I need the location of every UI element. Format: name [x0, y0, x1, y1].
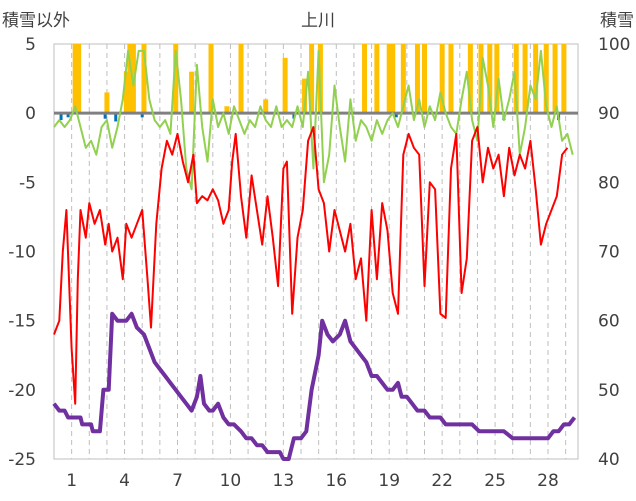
x-tick-label: 10: [220, 471, 242, 491]
light-precip-bar: [394, 113, 398, 118]
x-tick-label: 13: [273, 471, 295, 491]
temperature-line: [53, 126, 569, 405]
right-axis-label: 積雪: [600, 11, 634, 31]
chart-title: 上川: [301, 11, 335, 31]
left-axis-label: 積雪以外: [2, 11, 70, 31]
x-tick-label: 25: [484, 471, 506, 491]
precip-bar: [467, 44, 473, 114]
precip-bar: [76, 44, 82, 114]
left-tick-label: -15: [8, 312, 36, 332]
right-tick-label: 80: [598, 173, 620, 193]
precip-bar: [173, 44, 179, 114]
precip-bar: [374, 44, 380, 114]
light-precip-bar: [59, 113, 63, 121]
precip-bar: [127, 44, 133, 114]
precip-bar: [302, 78, 308, 114]
precip-bar: [224, 106, 230, 114]
light-precip-bar: [140, 113, 144, 118]
x-tick-label: 7: [172, 471, 183, 491]
left-tick-label: -10: [8, 243, 36, 263]
precip-bar: [513, 44, 519, 114]
x-tick-label: 1: [66, 471, 77, 491]
left-tick-labels: 5 0 -5 -10 -15 -20 -25: [8, 35, 36, 470]
precip-bar: [522, 44, 528, 114]
right-tick-label: 40: [598, 450, 620, 470]
precip-bar: [104, 92, 110, 114]
light-precip-bar: [114, 113, 118, 122]
precip-bar: [390, 44, 396, 114]
precip-bar: [72, 44, 78, 114]
right-tick-label: 50: [598, 381, 620, 401]
right-tick-labels: 100 90 80 70 60 50 40: [598, 35, 630, 470]
precip-bar: [386, 44, 392, 114]
precip-bar: [552, 44, 558, 114]
precip-bar: [439, 44, 445, 114]
precip-bar: [238, 44, 244, 114]
light-precip-bar: [103, 113, 107, 119]
x-tick-label: 22: [431, 471, 453, 491]
humidity-line: [53, 49, 574, 191]
x-tick-labels: 1 4 7 10 13 16 19 22 25 28: [66, 471, 559, 491]
left-tick-label: -25: [8, 450, 36, 470]
precip-bars: [72, 44, 567, 114]
precip-bar: [494, 44, 500, 114]
precip-bar: [400, 44, 406, 114]
series-lines: [52, 49, 577, 461]
precip-bar: [543, 44, 549, 114]
right-tick-label: 60: [598, 312, 620, 332]
x-tick-label: 28: [537, 471, 559, 491]
light-precip-bar: [292, 113, 296, 119]
vertical-gridlines: [71, 44, 567, 459]
x-tick-label: 19: [378, 471, 400, 491]
precip-bar: [123, 71, 129, 114]
left-tick-label: -20: [8, 381, 36, 401]
x-tick-label: 4: [119, 471, 130, 491]
precip-bar: [282, 57, 288, 114]
precip-bar: [141, 44, 147, 114]
precip-bar: [362, 44, 368, 114]
precip-bar: [487, 44, 493, 114]
left-tick-label: 5: [25, 35, 36, 55]
precip-bar: [561, 44, 567, 114]
precip-bar: [448, 44, 454, 114]
snow_depth-line: [52, 311, 577, 461]
right-tick-label: 100: [598, 35, 630, 55]
precip-bar: [414, 44, 420, 114]
precip-bar: [208, 44, 214, 114]
light-precip-bar: [66, 113, 70, 118]
precip-bar: [189, 71, 195, 114]
right-tick-label: 90: [598, 104, 620, 124]
precip-bar: [309, 44, 315, 114]
precip-bar: [130, 44, 136, 114]
left-tick-label: 0: [25, 104, 36, 124]
precip-bar: [263, 99, 269, 114]
right-tick-label: 70: [598, 243, 620, 263]
precip-bar: [533, 44, 539, 114]
left-tick-label: -5: [19, 173, 36, 193]
precip-bar: [422, 44, 428, 114]
x-tick-label: 16: [325, 471, 347, 491]
